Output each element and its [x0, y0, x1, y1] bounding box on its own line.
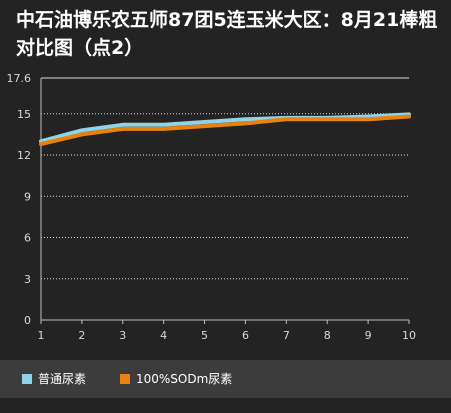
x-tick-label: 10	[402, 329, 416, 342]
x-tick-label: 9	[365, 329, 372, 342]
series-line-1	[39, 112, 411, 144]
legend-label-series-1: 普通尿素	[38, 372, 87, 386]
y-tick-label: 12	[17, 149, 31, 162]
series-lines	[39, 112, 411, 146]
y-tick-label: 17.6	[7, 72, 32, 85]
x-tick-label: 5	[201, 329, 208, 342]
y-tick-label: 0	[24, 314, 31, 327]
chart-title: 中石油博乐农五师87团5连玉米大区：8月21棒粗对比图（点2）	[16, 9, 438, 59]
x-tick-label: 8	[324, 329, 331, 342]
x-tick-label: 3	[119, 329, 126, 342]
x-axis-ticks: 1 2 3 4 5 6 7 8 9 10	[38, 320, 416, 342]
legend: 普通尿素 100%SODm尿素	[0, 360, 451, 398]
y-tick-label: 9	[24, 190, 31, 203]
legend-item-series-1: 普通尿素	[22, 371, 86, 387]
y-tick-label: 6	[24, 232, 31, 245]
y-axis-ticks: 0 3 6 9 12 15 17.6	[7, 72, 32, 327]
legend-label-series-2: 100%SODm尿素	[136, 372, 233, 386]
legend-item-series-2: 100%SODm尿素	[120, 371, 232, 387]
x-tick-label: 2	[78, 329, 85, 342]
bottom-bar	[0, 398, 451, 413]
x-tick-label: 4	[160, 329, 167, 342]
series-line-2	[39, 114, 411, 146]
grid-lines	[40, 77, 409, 321]
legend-swatch-series-2	[120, 373, 130, 384]
x-tick-label: 1	[38, 329, 45, 342]
x-tick-label: 6	[242, 329, 249, 342]
legend-swatch-series-1	[22, 373, 32, 384]
y-tick-label: 3	[24, 273, 31, 286]
plot-area	[41, 78, 409, 320]
y-tick-label: 15	[17, 108, 31, 121]
x-tick-label: 7	[283, 329, 290, 342]
